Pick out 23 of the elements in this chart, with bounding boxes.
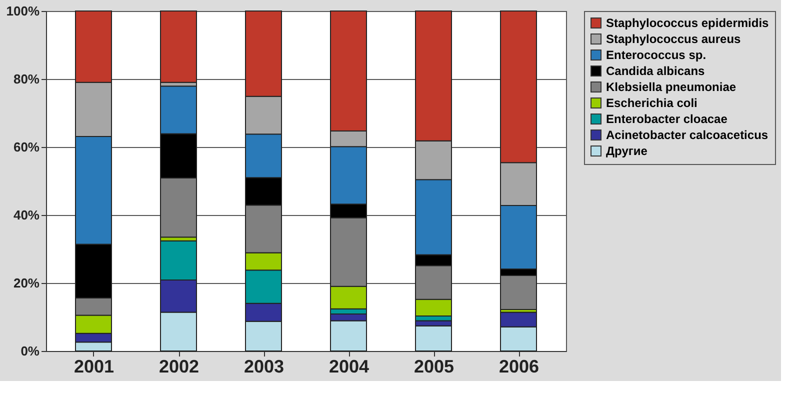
x-tick-label: 2002 bbox=[158, 356, 200, 376]
x-tick-label: 2006 bbox=[498, 356, 540, 376]
y-tick-label: 0% bbox=[20, 344, 40, 358]
legend-label: Candida albicans bbox=[606, 64, 706, 78]
legend-label: Enterococcus sp. bbox=[606, 48, 706, 62]
x-tick-label: 2005 bbox=[414, 356, 454, 376]
legend-label: Acinetobacter calcoaceticus bbox=[606, 128, 768, 142]
x-tick-label: 2004 bbox=[328, 356, 370, 376]
y-tick-label: 40% bbox=[13, 208, 40, 222]
y-tick-label: 80% bbox=[13, 72, 40, 86]
y-tick-label: 20% bbox=[13, 276, 40, 290]
legend-label: Staphylococcus epidermidis bbox=[606, 16, 770, 30]
bar bbox=[415, 325, 452, 352]
y-tick-label: 100% bbox=[6, 4, 40, 18]
legend-label: Klebsiella pneumoniae bbox=[606, 80, 736, 94]
x-tick-label: 2001 bbox=[74, 356, 114, 376]
y-tick-label: 60% bbox=[13, 140, 40, 154]
x-tick-label: 2003 bbox=[244, 356, 284, 376]
legend-label: Escherichia coli bbox=[606, 96, 698, 110]
legend-label: Другие bbox=[606, 144, 648, 158]
bar bbox=[160, 10, 197, 83]
legend-label: Enterobacter cloacae bbox=[606, 112, 728, 126]
legend-label: Staphylococcus aureus bbox=[606, 32, 742, 46]
